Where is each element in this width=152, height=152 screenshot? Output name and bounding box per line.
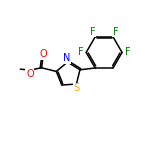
- Text: F: F: [113, 27, 119, 37]
- Text: O: O: [26, 69, 34, 79]
- Text: F: F: [78, 47, 84, 57]
- Text: O: O: [40, 49, 47, 59]
- Text: S: S: [74, 83, 80, 93]
- Text: F: F: [90, 27, 95, 37]
- Text: N: N: [63, 53, 71, 63]
- Text: F: F: [125, 47, 131, 57]
